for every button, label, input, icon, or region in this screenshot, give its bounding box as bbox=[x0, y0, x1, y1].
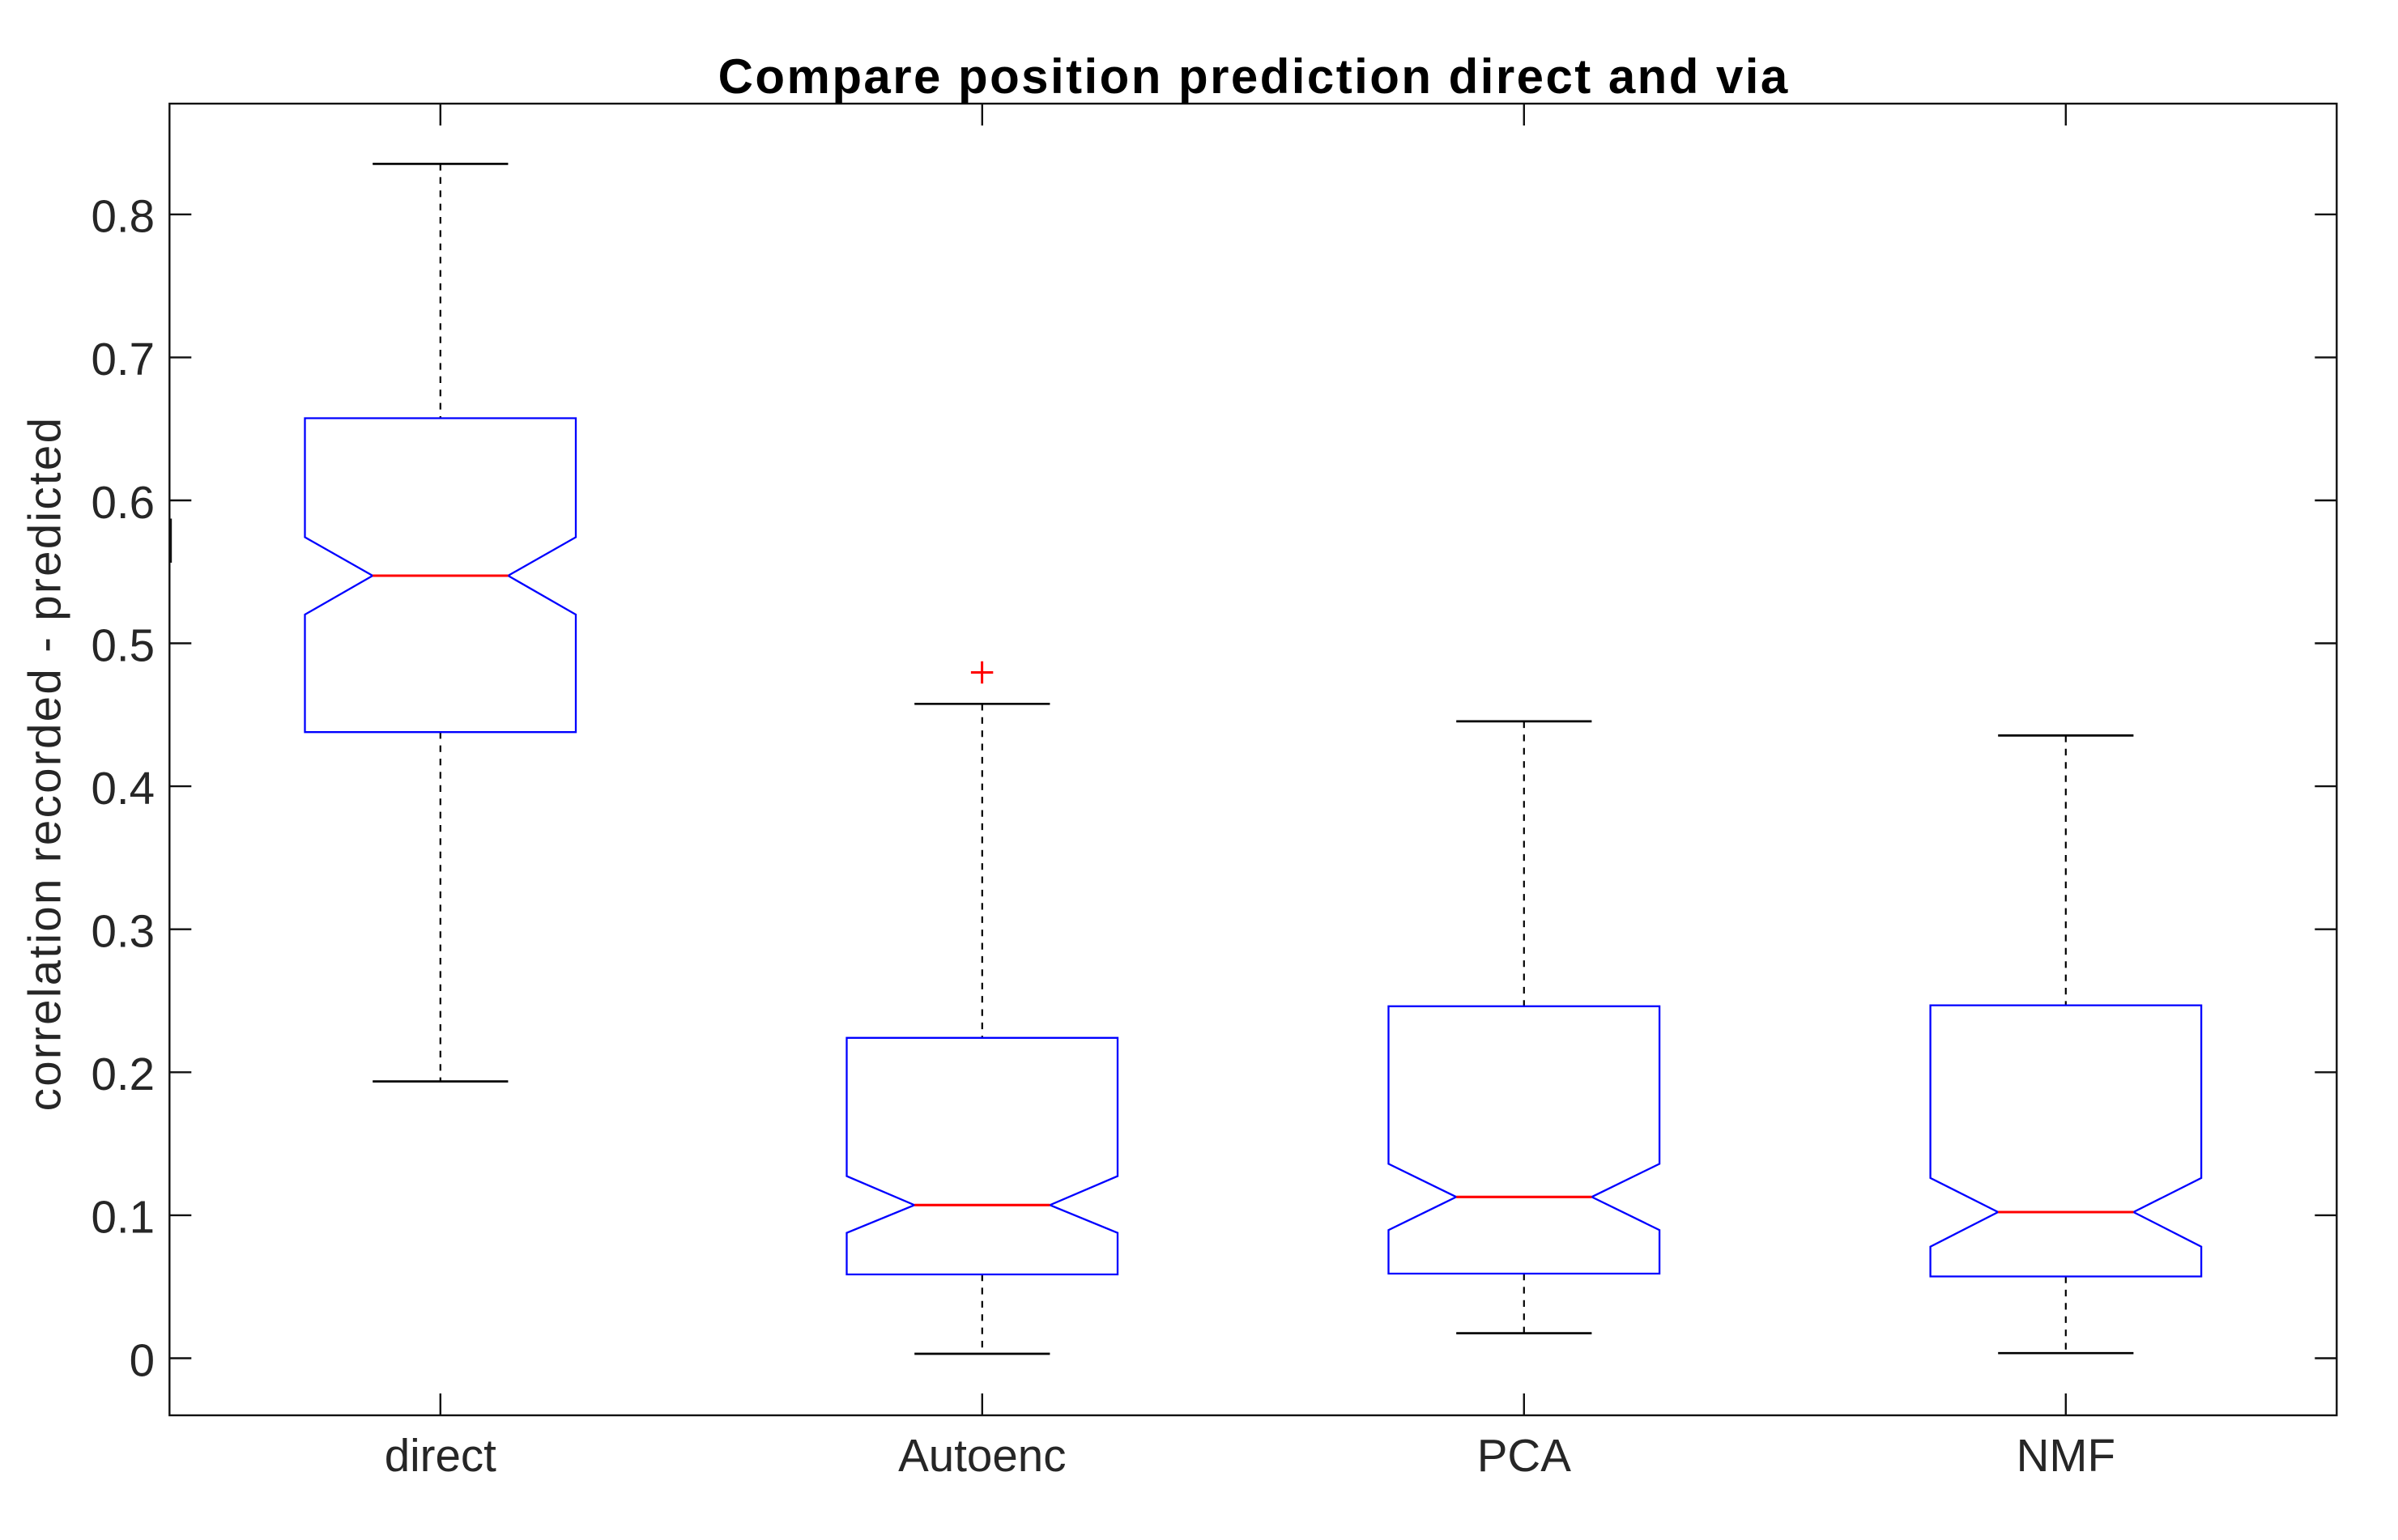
svg-text:0: 0 bbox=[130, 1334, 155, 1385]
svg-text:0.6: 0.6 bbox=[91, 477, 155, 528]
svg-text:direct: direct bbox=[385, 1430, 496, 1481]
svg-text:NMF: NMF bbox=[2017, 1430, 2115, 1481]
svg-text:0.3: 0.3 bbox=[91, 906, 155, 957]
svg-text:0.1: 0.1 bbox=[91, 1192, 155, 1243]
svg-text:0.5: 0.5 bbox=[91, 619, 155, 670]
svg-text:0.8: 0.8 bbox=[91, 191, 155, 242]
svg-text:PCA: PCA bbox=[1477, 1430, 1571, 1481]
svg-text:Compare position prediction di: Compare position prediction direct and v… bbox=[718, 49, 1790, 104]
svg-text:0.7: 0.7 bbox=[91, 334, 155, 385]
svg-text:0.4: 0.4 bbox=[91, 763, 155, 814]
svg-text:Autoenc: Autoenc bbox=[898, 1430, 1066, 1481]
svg-text:0.2: 0.2 bbox=[91, 1049, 155, 1100]
svg-text:correlation recorded - predict: correlation recorded - predicted bbox=[19, 416, 70, 1112]
